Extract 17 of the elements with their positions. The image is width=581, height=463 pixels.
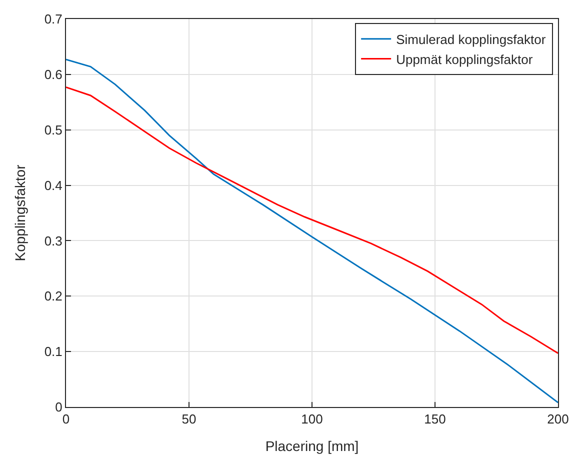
line-series <box>66 86 558 354</box>
y-tick-label: 0.3 <box>44 233 62 248</box>
legend-label: Uppmät kopplingsfaktor <box>396 52 534 67</box>
y-tick-label: 0.6 <box>44 66 62 82</box>
y-tick-label: 0.4 <box>44 178 62 193</box>
y-tick-label: 0.7 <box>44 12 62 27</box>
x-tick-label: 150 <box>424 412 446 427</box>
x-tick-label: 200 <box>547 412 569 427</box>
x-axis-title: Placering [mm] <box>265 438 359 454</box>
y-tick-label: 0.5 <box>44 122 62 138</box>
y-tick-label: 0 <box>55 400 62 415</box>
x-tick-label: 100 <box>301 412 323 427</box>
x-tick-label: 50 <box>182 412 196 427</box>
y-tick-label: 0.2 <box>44 288 62 304</box>
y-tick-label: 0.1 <box>44 344 62 360</box>
y-axis-title: Kopplingsfaktor <box>12 164 28 262</box>
legend-label: Simulerad kopplingsfaktor <box>396 32 546 47</box>
